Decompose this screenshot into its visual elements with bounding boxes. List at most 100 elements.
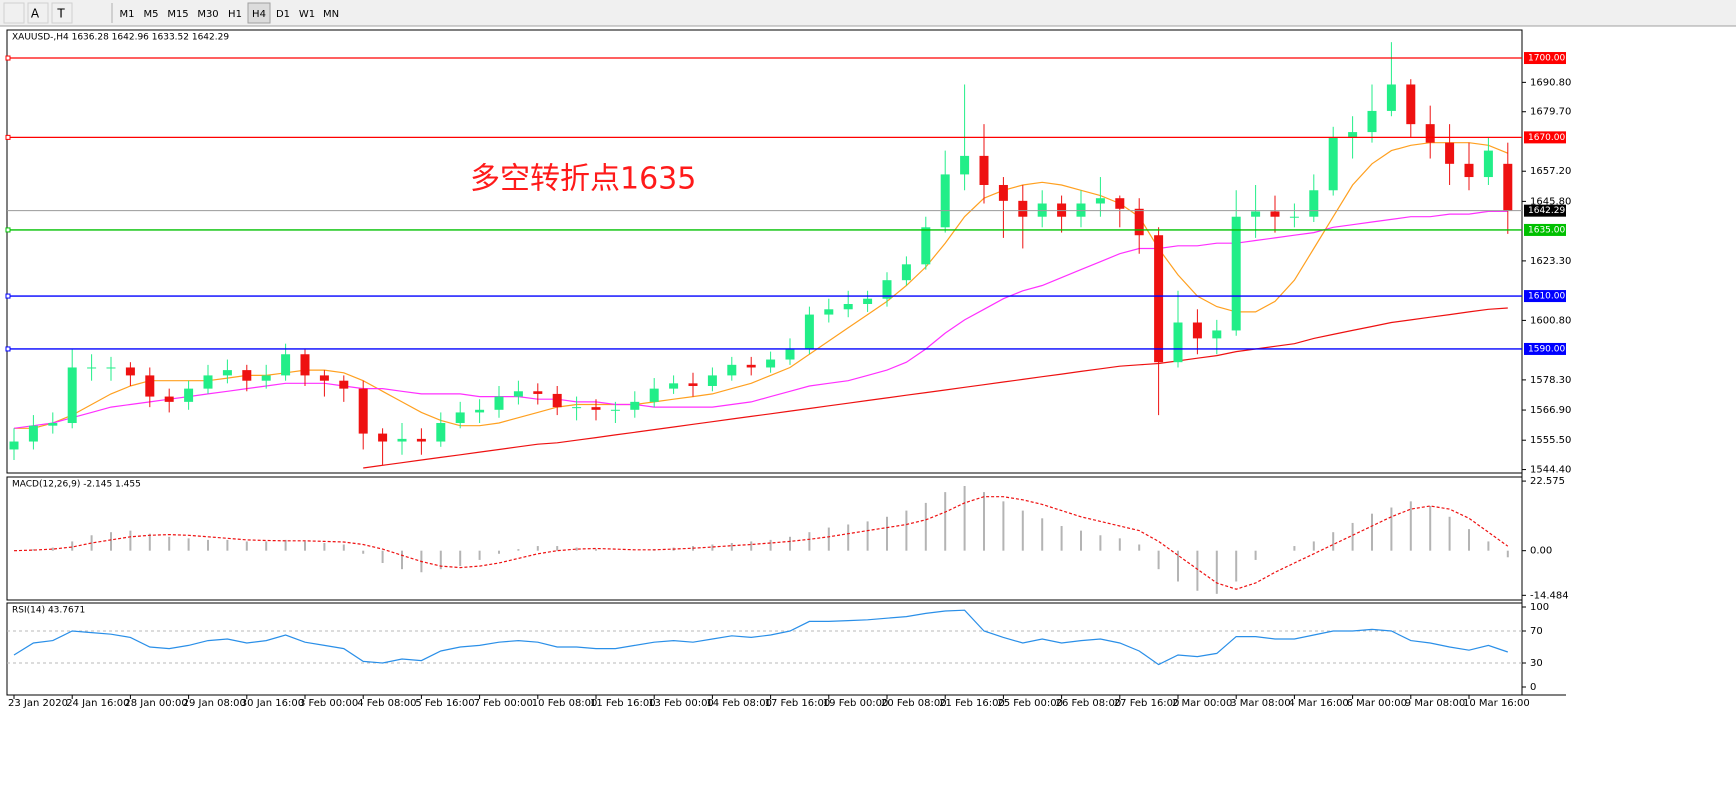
candle-body (1115, 198, 1125, 209)
candle-body (1328, 137, 1338, 191)
timeframe-label[interactable]: M15 (167, 9, 188, 20)
timeframe-button[interactable] (272, 3, 294, 23)
candle-body (339, 380, 349, 389)
candle-body (1173, 322, 1183, 363)
x-tick-label: 17 Feb 16:00 (765, 698, 831, 709)
x-tick-label: 24 Jan 16:00 (66, 698, 129, 709)
candle-body (1309, 190, 1319, 217)
timeframe-button[interactable] (194, 3, 222, 23)
timeframe-label[interactable]: H4 (252, 9, 266, 20)
timeframe-button[interactable] (247, 2, 271, 24)
level-tag (1524, 290, 1566, 303)
candle-body (1386, 84, 1396, 111)
candle-body (960, 155, 970, 175)
toolbar-buttons: A T M1 M5 M15 M30 H1 H4 D1 W1 MN (3, 2, 342, 24)
level-label: 1590.00 (1528, 344, 1565, 354)
candle-body (1425, 124, 1435, 143)
candle-body (87, 367, 97, 369)
rsi-panel (6, 602, 1523, 696)
candle-body (378, 433, 388, 442)
timeframe-button[interactable] (320, 3, 342, 23)
x-tick-label: 9 Mar 08:00 (1405, 698, 1465, 709)
level-handle (5, 55, 11, 61)
x-tick-label: 27 Feb 16:00 (1114, 698, 1180, 709)
signal-line (13, 496, 1509, 590)
timeframe-label[interactable]: W1 (299, 9, 315, 20)
timeframe-button[interactable] (164, 3, 192, 23)
candle-body (649, 388, 659, 402)
candle-body (785, 348, 795, 360)
x-tick-label: 30 Jan 16:00 (241, 698, 304, 709)
x-tick-label: 3 Feb 00:00 (299, 698, 358, 709)
timeframe-label[interactable]: M5 (144, 9, 159, 20)
timeframe-label[interactable]: H1 (228, 9, 242, 20)
timeframe-label[interactable]: D1 (276, 9, 290, 20)
candle-body (533, 391, 543, 394)
candle-body (358, 388, 368, 434)
tool-button[interactable] (51, 2, 73, 24)
candle-body (28, 425, 38, 442)
candle-body (824, 309, 834, 315)
timeframe-label[interactable]: M1 (120, 9, 135, 20)
tool-label: T (56, 7, 65, 21)
timeframe-button[interactable] (296, 3, 318, 23)
rsi-line (13, 609, 1508, 666)
candle-body (1367, 110, 1377, 133)
y-tick-label: 1623.30 (1530, 256, 1571, 267)
candle-body (707, 375, 717, 386)
candle-body (1018, 200, 1028, 217)
candle-body (610, 409, 620, 411)
x-tick-label: 10 Feb 08:00 (532, 698, 598, 709)
candle-body (300, 354, 310, 376)
candle-body (979, 155, 989, 185)
level-label: 1635.00 (1528, 225, 1565, 235)
x-tick-label: 2 Mar 00:00 (1172, 698, 1232, 709)
candle-body (901, 264, 911, 281)
x-tick-label: 28 Jan 00:00 (124, 698, 187, 709)
y-tick-label: 1690.80 (1530, 77, 1571, 88)
candle-body (1212, 330, 1222, 339)
candle-body (1095, 198, 1105, 204)
x-tick-label: 26 Feb 08:00 (1056, 698, 1122, 709)
y-tick-label: 0 (1530, 682, 1536, 693)
timeframe-label[interactable]: MN (323, 9, 339, 20)
y-tick-label: 30 (1530, 658, 1543, 669)
level-label: 1670.00 (1528, 133, 1565, 143)
annotation: 多空转折点1635 (470, 162, 696, 197)
tool-button[interactable] (27, 2, 49, 24)
level-handle (5, 346, 11, 352)
timeframe-button[interactable] (140, 3, 162, 23)
candle-body (572, 407, 582, 409)
timeframe-button[interactable] (224, 3, 246, 23)
candle-body (1076, 203, 1086, 217)
tool-button[interactable] (3, 2, 25, 24)
candle-body (804, 314, 814, 349)
x-tick-label: 10 Mar 16:00 (1463, 698, 1530, 709)
y-tick-label: 1555.50 (1530, 435, 1571, 446)
candle-body (48, 423, 58, 426)
y-tick-label: -14.484 (1530, 590, 1569, 601)
candle-body (397, 438, 407, 442)
x-tick-label: 21 Feb 16:00 (939, 698, 1005, 709)
candle-body (125, 367, 135, 376)
x-tick-label: 4 Feb 08:00 (357, 698, 416, 709)
candle-body (319, 375, 329, 381)
level-handle (5, 227, 11, 233)
y-tick-label: 70 (1530, 626, 1543, 637)
indicator-title: RSI(14) 43.7671 (12, 606, 85, 616)
y-tick-label: 1578.30 (1530, 375, 1571, 386)
candle-body (475, 409, 485, 413)
candle-body (552, 393, 562, 408)
candle-body (1192, 322, 1202, 339)
candle-body (863, 298, 873, 304)
candle-body (843, 303, 853, 310)
candle-body (1289, 216, 1299, 218)
candle-body (513, 391, 523, 397)
timeframe-button[interactable] (116, 3, 138, 23)
timeframe-label[interactable]: M30 (197, 9, 218, 20)
candle-body (688, 383, 698, 386)
candle-body (766, 359, 776, 368)
candle-body (1483, 150, 1493, 178)
candle-body (242, 370, 252, 381)
